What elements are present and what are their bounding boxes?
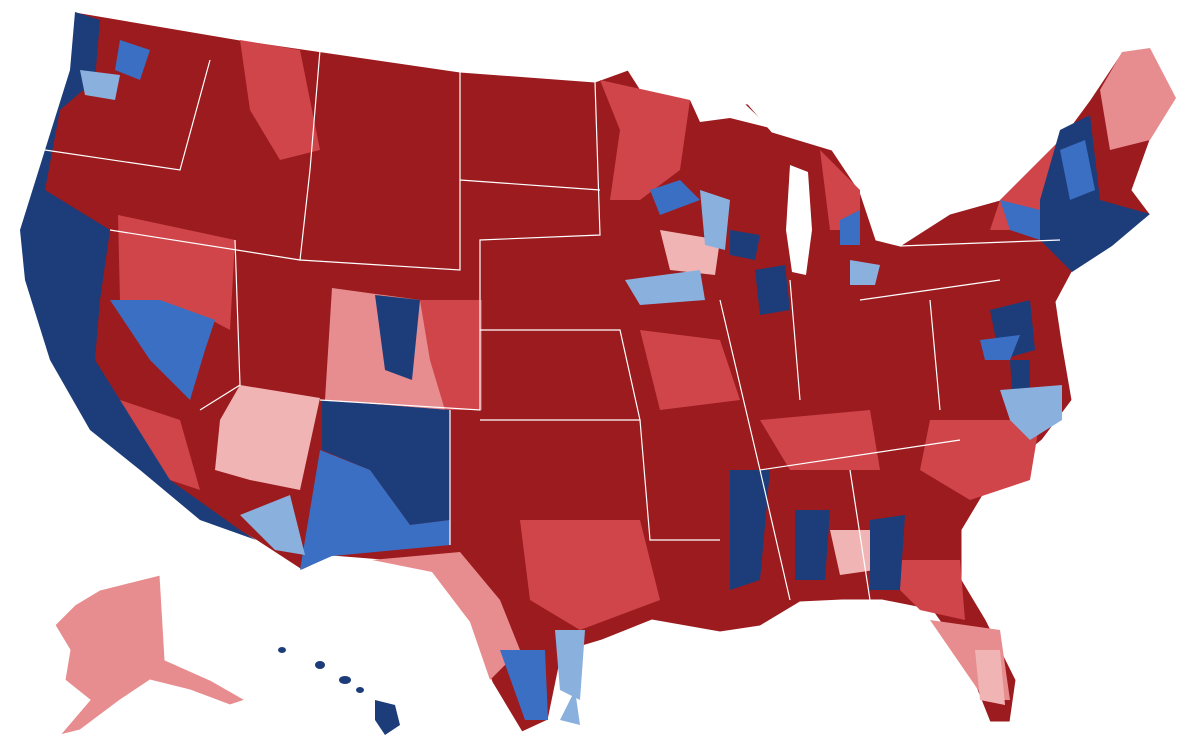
alaska [54,574,247,736]
red-regions [118,40,1070,630]
pink-regions [215,230,1005,705]
hawaii [278,647,400,735]
blue-regions [110,40,1095,720]
state-borders [44,49,1061,601]
light-blue-regions [80,70,1062,725]
lake-superior [690,100,770,128]
lake-michigan [786,165,812,275]
